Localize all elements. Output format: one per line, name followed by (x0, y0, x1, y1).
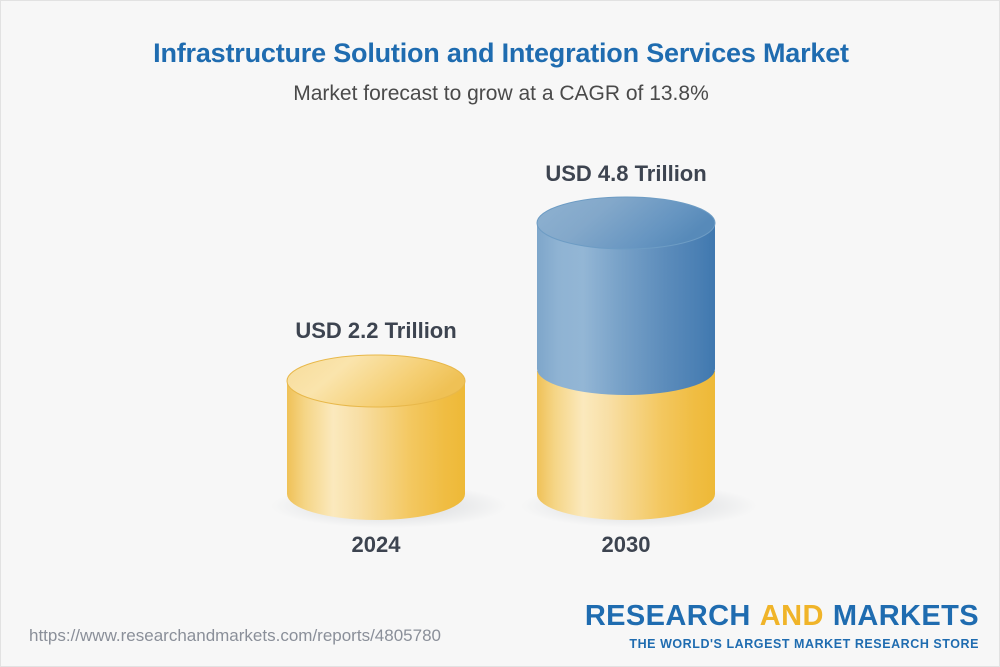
chart-header: Infrastructure Solution and Integration … (1, 37, 999, 107)
bar-2030-base-body (537, 371, 715, 520)
bar-2024-top-cap (286, 354, 466, 408)
bar-category-label-2024: 2024 (351, 532, 401, 557)
report-url[interactable]: https://www.researchandmarkets.com/repor… (29, 626, 441, 645)
logo-word-and: AND (759, 599, 824, 632)
logo-word-markets: MARKETS (832, 599, 979, 632)
chart-subtitle: Market forecast to grow at a CAGR of 13.… (293, 82, 709, 106)
bar-cylinder-2024 (286, 354, 466, 520)
research-and-markets-logo[interactable]: RESEARCH AND MARKETS THE WORLD'S LARGEST M… (584, 599, 979, 651)
bar-2024-body (287, 381, 465, 520)
logo-wordmark: RESEARCH AND MARKETS (584, 599, 979, 632)
page-title: Infrastructure Solution and Integration … (153, 38, 849, 68)
bar-2030-top-cap (536, 196, 716, 250)
bar-value-label-2030: USD 4.8 Trillion (545, 161, 707, 186)
bar-value-label-2024: USD 2.2 Trillion (295, 318, 457, 343)
bar-2030-growth-body (537, 223, 715, 395)
bar-cylinder-2030 (536, 196, 716, 520)
bar-category-label-2030: 2030 (601, 532, 651, 557)
logo-tagline: THE WORLD'S LARGEST MARKET RESEARCH STOR… (629, 636, 979, 651)
logo-word-research: RESEARCH (584, 599, 751, 632)
